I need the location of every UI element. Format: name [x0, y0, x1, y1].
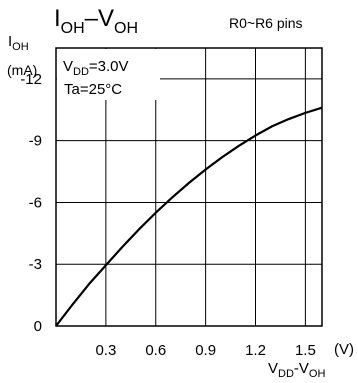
x-tick-label: 0.3: [95, 342, 116, 359]
x-tick-label: 1.5: [295, 342, 316, 359]
x-tick-label: 0.6: [145, 342, 166, 359]
y-axis-label: IOH: [8, 33, 29, 53]
chart-subtitle: R0~R6 pins: [229, 15, 303, 31]
x-tick-labels: 0.3 0.6 0.9 1.2 1.5: [95, 342, 315, 359]
annotation-vdd: VDD=3.0V: [63, 58, 129, 78]
annotation-ta: Ta=25°C: [64, 81, 122, 98]
y-tick-label: 0: [34, 318, 42, 335]
plot-frame: [55, 47, 323, 327]
annotation-background: [57, 49, 160, 100]
y-tick-label: -12: [20, 71, 42, 88]
y-tick-label: -6: [29, 194, 42, 211]
ioh-curve: [55, 106, 323, 327]
y-tick-label: -3: [29, 256, 42, 273]
x-tick-label: 0.9: [195, 342, 216, 359]
x-axis-label: VDD-VOH: [268, 360, 325, 380]
x-tick-label: 1.2: [245, 342, 266, 359]
y-tick-label: -9: [29, 133, 42, 150]
y-axis-unit: (mA): [7, 62, 37, 78]
chart-title: IOH–VOH: [54, 5, 138, 37]
y-tick-labels: 0 -3 -6 -9 -12: [20, 71, 42, 335]
x-axis-unit: (V): [334, 341, 354, 358]
series-group: [55, 106, 323, 327]
